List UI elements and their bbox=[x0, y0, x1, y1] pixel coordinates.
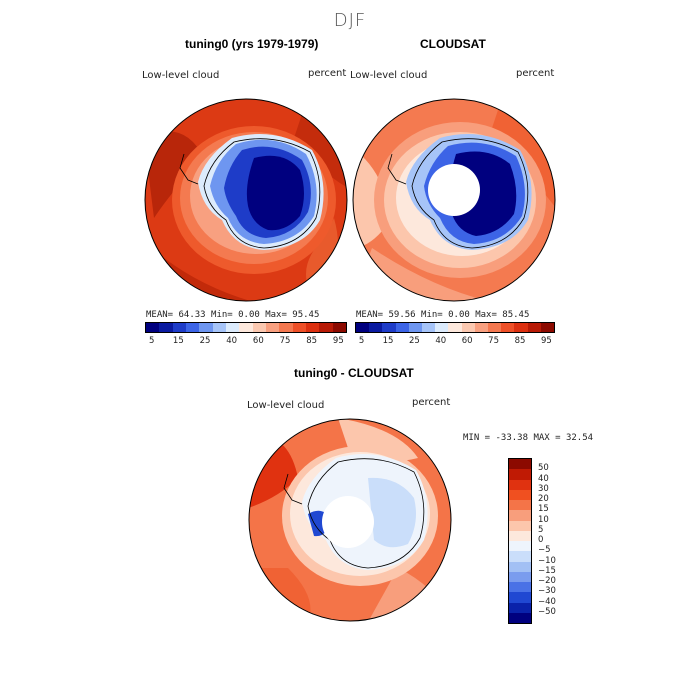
colorbar-tick-label: 15 bbox=[172, 336, 184, 346]
colorbar-swatch bbox=[319, 323, 333, 332]
colorbar-swatch bbox=[408, 323, 423, 332]
colorbar-swatch bbox=[509, 530, 531, 541]
colorbar-tick-label: 75 bbox=[488, 336, 499, 346]
colorbar-tick-label: −5 bbox=[538, 545, 551, 556]
colorbar-swatch bbox=[488, 323, 502, 332]
colorbar-tick-label: 95 bbox=[540, 336, 552, 346]
colorbar-tick-label: 40 bbox=[435, 336, 447, 346]
colorbar-tick-label: −50 bbox=[538, 606, 556, 617]
colorbar-swatch bbox=[252, 323, 266, 332]
panel-2-colorbar bbox=[355, 322, 555, 333]
colorbar-swatch bbox=[461, 323, 475, 332]
colorbar-tick-label: 5 bbox=[538, 524, 544, 535]
colorbar-swatch bbox=[332, 323, 346, 332]
colorbar-swatch bbox=[305, 323, 320, 332]
colorbar-swatch bbox=[509, 551, 531, 562]
colorbar-swatch bbox=[369, 323, 383, 332]
colorbar-swatch bbox=[509, 561, 531, 572]
colorbar-swatch bbox=[509, 500, 531, 511]
colorbar-swatch bbox=[172, 323, 186, 332]
colorbar-tick-label: −20 bbox=[538, 576, 556, 586]
panel-3-units-label: percent bbox=[412, 397, 451, 408]
colorbar-tick-label: 25 bbox=[199, 336, 211, 346]
colorbar-tick-label: 15 bbox=[382, 336, 394, 346]
colorbar-tick-label: 40 bbox=[538, 473, 549, 484]
colorbar-swatch bbox=[292, 323, 306, 332]
colorbar-swatch bbox=[514, 323, 528, 332]
colorbar-swatch bbox=[509, 582, 531, 593]
colorbar-swatch bbox=[435, 323, 449, 332]
colorbar-swatch bbox=[199, 323, 213, 332]
colorbar-tick-label: 5 bbox=[358, 336, 365, 346]
colorbar-swatch bbox=[225, 323, 240, 332]
colorbar-swatch bbox=[527, 323, 541, 332]
panel-3-stats: MIN = -33.38 MAX = 32.54 bbox=[463, 433, 594, 443]
panel-3-colorbar bbox=[508, 458, 532, 624]
colorbar-tick-label: 85 bbox=[514, 336, 526, 346]
panel-2-polar-map bbox=[352, 98, 556, 302]
colorbar-swatch bbox=[448, 323, 462, 332]
colorbar-swatch bbox=[395, 323, 409, 332]
colorbar-swatch bbox=[279, 323, 293, 332]
colorbar-tick-label: 5 bbox=[148, 336, 155, 346]
panel-3-title: tuning0 - CLOUDSAT bbox=[294, 366, 414, 380]
colorbar-tick-label: 30 bbox=[538, 483, 549, 494]
colorbar-tick-label: 85 bbox=[306, 336, 318, 346]
colorbar-tick-label: 20 bbox=[538, 494, 549, 504]
colorbar-swatch bbox=[509, 612, 531, 623]
colorbar-tick-label: 25 bbox=[408, 336, 420, 346]
colorbar-swatch bbox=[540, 323, 555, 332]
colorbar-tick-label: −10 bbox=[538, 555, 556, 566]
panel-2-variable-label: Low-level cloud bbox=[350, 70, 428, 81]
panel-1-polar-map bbox=[144, 98, 348, 302]
colorbar-swatch bbox=[356, 323, 370, 332]
colorbar-swatch bbox=[509, 479, 531, 490]
panel-1-colorbar bbox=[145, 322, 347, 333]
colorbar-tick-label: 60 bbox=[252, 336, 264, 346]
colorbar-tick-label: 60 bbox=[461, 336, 473, 346]
panel-3-polar-map bbox=[248, 418, 452, 622]
colorbar-swatch bbox=[509, 592, 531, 603]
panel-1-units-label: percent bbox=[308, 68, 347, 79]
panel-3-variable-label: Low-level cloud bbox=[247, 400, 325, 411]
colorbar-swatch bbox=[509, 459, 531, 470]
panel-1-title: tuning0 (yrs 1979-1979) bbox=[185, 37, 319, 51]
panel-1-colorbar-ticks: 5 15 25 40 60 75 85 95 bbox=[145, 336, 345, 348]
colorbar-swatch bbox=[212, 323, 226, 332]
colorbar-swatch bbox=[509, 489, 531, 500]
colorbar-tick-label: −40 bbox=[538, 596, 556, 607]
season-title: DJF bbox=[333, 10, 367, 31]
panel-1-variable-label: Low-level cloud bbox=[142, 70, 220, 81]
panel-2-units-label: percent bbox=[516, 68, 555, 79]
colorbar-swatch bbox=[509, 469, 531, 480]
panel-1-stats: MEAN= 64.33 Min= 0.00 Max= 95.45 bbox=[146, 310, 320, 320]
colorbar-tick-label: 95 bbox=[332, 336, 344, 346]
panel-2-stats: MEAN= 59.56 Min= 0.00 Max= 85.45 bbox=[356, 310, 530, 320]
colorbar-tick-label: 40 bbox=[226, 336, 238, 346]
colorbar-swatch bbox=[422, 323, 436, 332]
colorbar-swatch bbox=[509, 602, 531, 613]
colorbar-swatch bbox=[509, 541, 531, 552]
colorbar-swatch bbox=[185, 323, 200, 332]
colorbar-tick-label: 15 bbox=[538, 504, 549, 515]
colorbar-swatch bbox=[159, 323, 173, 332]
colorbar-tick-label: 50 bbox=[538, 463, 549, 474]
colorbar-swatch bbox=[146, 323, 160, 332]
panel-2-colorbar-ticks: 5 15 25 40 60 75 85 95 bbox=[355, 336, 553, 348]
colorbar-swatch bbox=[509, 520, 531, 531]
colorbar-swatch bbox=[265, 323, 280, 332]
colorbar-swatch bbox=[382, 323, 396, 332]
colorbar-swatch bbox=[239, 323, 253, 332]
colorbar-tick-label: −30 bbox=[538, 586, 556, 597]
colorbar-swatch bbox=[474, 323, 489, 332]
colorbar-tick-label: 75 bbox=[279, 336, 291, 346]
colorbar-swatch bbox=[501, 323, 515, 332]
colorbar-swatch bbox=[509, 510, 531, 521]
colorbar-tick-label: −15 bbox=[538, 565, 556, 576]
colorbar-tick-label: 0 bbox=[538, 535, 544, 545]
panel-2-title: CLOUDSAT bbox=[420, 37, 486, 51]
colorbar-tick-label: 10 bbox=[538, 514, 549, 525]
colorbar-swatch bbox=[509, 571, 531, 582]
